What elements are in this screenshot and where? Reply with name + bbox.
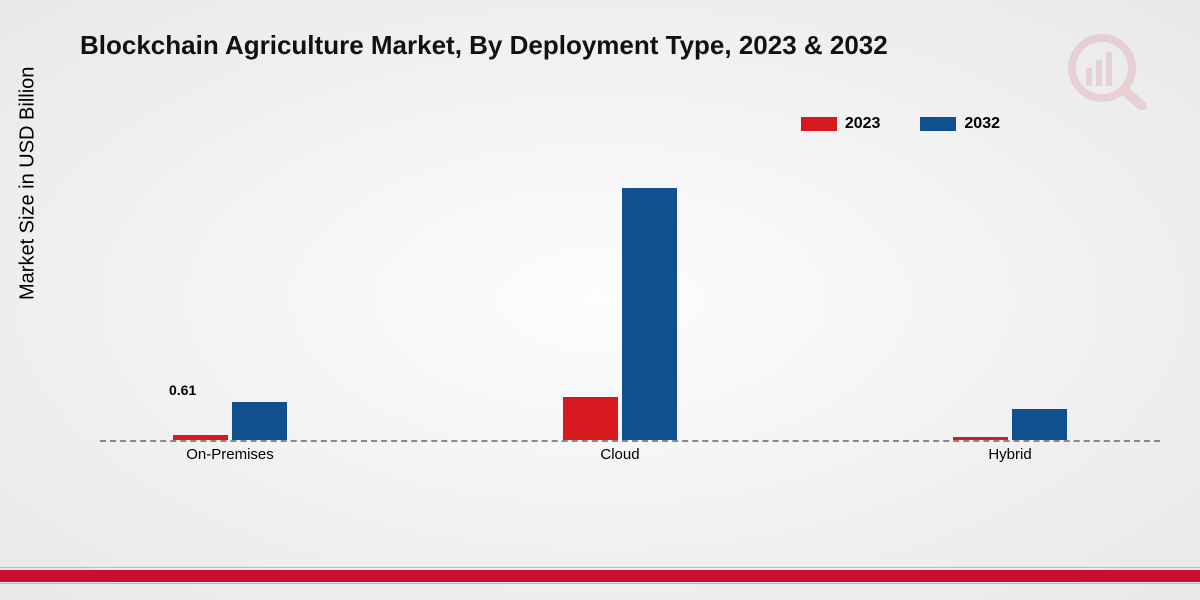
bar-2023-hybrid bbox=[953, 437, 1008, 441]
footer-accent-bar bbox=[0, 570, 1200, 582]
footer-divider-top bbox=[0, 567, 1200, 568]
legend-label-2032: 2032 bbox=[964, 115, 1000, 133]
footer-divider-bottom bbox=[0, 583, 1200, 584]
bar-group-0 bbox=[173, 160, 287, 440]
x-label-1: Cloud bbox=[520, 446, 720, 463]
y-axis-label: Market Size in USD Billion bbox=[17, 67, 40, 300]
bar-group-2 bbox=[953, 160, 1067, 440]
bar-2023-onpremises bbox=[173, 435, 228, 440]
chart-plot-area: 0.61 On-Premises Cloud Hybrid bbox=[100, 160, 1160, 480]
bar-group-1 bbox=[563, 160, 677, 440]
legend: 2023 2032 bbox=[801, 115, 1000, 133]
x-label-2: Hybrid bbox=[910, 446, 1110, 463]
legend-swatch-2032 bbox=[920, 117, 956, 131]
bar-2032-onpremises bbox=[232, 402, 287, 441]
baseline bbox=[100, 440, 1160, 442]
legend-label-2023: 2023 bbox=[845, 115, 881, 133]
bar-2023-cloud bbox=[563, 397, 618, 440]
legend-swatch-2023 bbox=[801, 117, 837, 131]
chart-title: Blockchain Agriculture Market, By Deploy… bbox=[80, 30, 888, 61]
bar-2032-hybrid bbox=[1012, 409, 1067, 441]
bar-2032-cloud bbox=[622, 188, 677, 440]
x-label-0: On-Premises bbox=[130, 446, 330, 463]
legend-item-2032: 2032 bbox=[920, 115, 1000, 133]
watermark-logo bbox=[1060, 30, 1150, 115]
data-label-0: 0.61 bbox=[169, 382, 196, 398]
legend-item-2023: 2023 bbox=[801, 115, 881, 133]
